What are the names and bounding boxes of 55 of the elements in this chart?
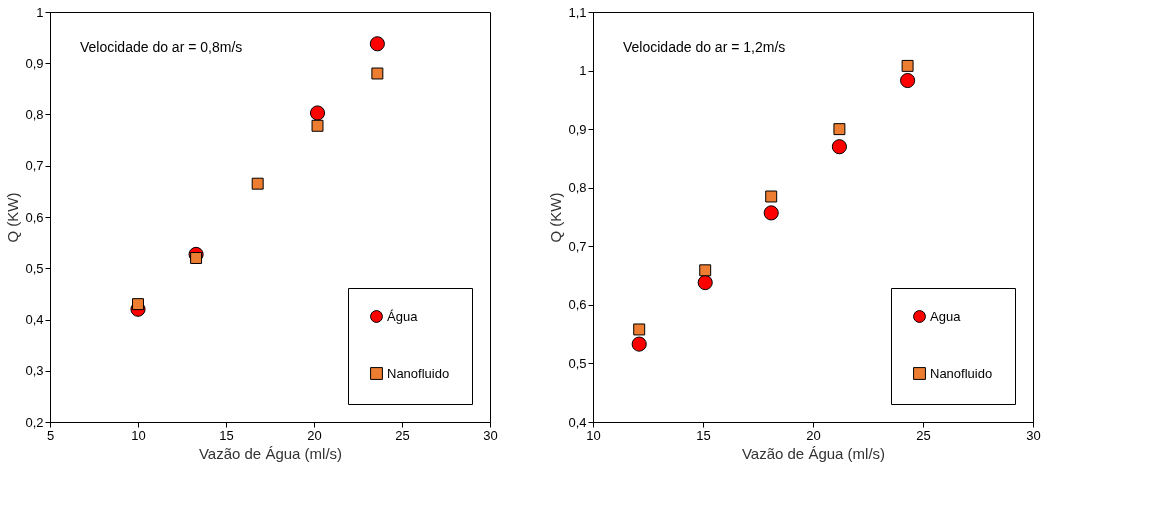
point xyxy=(371,67,384,80)
x-tick-label: 25 xyxy=(916,427,931,443)
y-tick-label: 0,6 xyxy=(25,209,44,225)
point xyxy=(833,123,846,136)
point xyxy=(831,139,847,155)
point xyxy=(369,36,385,52)
y-tick-label: 0,5 xyxy=(25,260,44,276)
y-tick-label: 0,6 xyxy=(568,297,587,313)
y-tick-label: 0,8 xyxy=(568,180,587,196)
x-tick-label: 5 xyxy=(46,427,55,443)
x-tick-label: 30 xyxy=(483,427,498,443)
y-tick-label: 1 xyxy=(36,4,44,20)
point xyxy=(633,323,646,336)
point xyxy=(311,119,324,132)
legend-label: Água xyxy=(387,308,419,324)
point xyxy=(699,264,712,277)
point xyxy=(765,190,778,203)
x-tick-label: 20 xyxy=(307,427,322,443)
y-tick-label: 1 xyxy=(579,63,587,79)
point xyxy=(631,336,647,352)
x-tick-label: 15 xyxy=(696,427,711,443)
x-axis-title: Vazão de Água (ml/s) xyxy=(198,444,343,462)
annotation: Velocidade do ar = 0,8m/s xyxy=(80,39,243,55)
y-axis-title: Q (KW) xyxy=(547,192,565,243)
point xyxy=(763,205,779,221)
point xyxy=(900,72,916,89)
legend-label: Nanofluido xyxy=(387,365,450,381)
y-tick-label: 0,9 xyxy=(568,121,587,137)
y-axis-title: Q (KW) xyxy=(4,192,22,243)
x-tick-label: 20 xyxy=(806,427,821,443)
point xyxy=(309,105,326,121)
y-tick-label: 0,7 xyxy=(25,158,44,174)
y-tick-label: 0,2 xyxy=(25,414,44,430)
y-tick-label: 0,8 xyxy=(25,107,44,122)
x-tick-label: 10 xyxy=(131,427,146,443)
x-tick-label: 30 xyxy=(1026,427,1041,443)
x-tick-label: 10 xyxy=(586,427,601,443)
y-tick-label: 0,4 xyxy=(25,312,44,327)
y-tick-label: 0,4 xyxy=(568,414,587,430)
x-tick-label: 15 xyxy=(219,427,234,443)
legend-label: Agua xyxy=(930,308,962,324)
y-tick-label: 0,3 xyxy=(25,363,44,379)
point xyxy=(132,298,144,311)
point xyxy=(697,275,713,291)
point xyxy=(190,252,203,264)
point xyxy=(901,59,914,72)
y-tick-label: 0,7 xyxy=(568,238,587,254)
point xyxy=(251,177,264,190)
annotation: Velocidade do ar = 1,2m/s xyxy=(623,39,786,55)
x-axis-title: Vazão de Água (ml/s) xyxy=(741,444,886,462)
y-tick-label: 0,9 xyxy=(25,55,44,71)
legend-label: Nanofluido xyxy=(930,365,993,381)
x-tick-label: 25 xyxy=(395,427,410,443)
y-tick-label: 0,5 xyxy=(568,355,587,371)
y-tick-label: 1,1 xyxy=(568,4,587,20)
